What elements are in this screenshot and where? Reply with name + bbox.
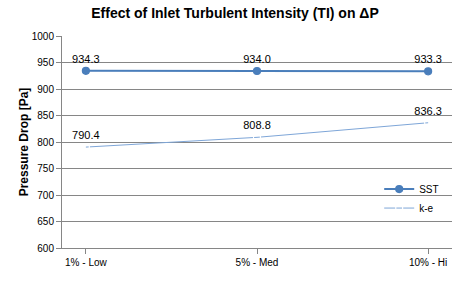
svg-text:5% - Med: 5% - Med xyxy=(236,257,279,268)
svg-text:SST: SST xyxy=(419,184,438,195)
svg-text:808.8: 808.8 xyxy=(243,119,271,131)
svg-text:850: 850 xyxy=(37,110,54,121)
svg-text:900: 900 xyxy=(37,84,54,95)
svg-text:750: 750 xyxy=(37,163,54,174)
svg-text:700: 700 xyxy=(37,190,54,201)
svg-text:800: 800 xyxy=(37,137,54,148)
svg-text:1000: 1000 xyxy=(32,31,55,42)
svg-text:933.3: 933.3 xyxy=(414,53,442,65)
svg-text:k-e: k-e xyxy=(419,203,433,214)
svg-text:1% - Low: 1% - Low xyxy=(65,257,107,268)
svg-text:950: 950 xyxy=(37,57,54,68)
svg-text:10% - Hi: 10% - Hi xyxy=(409,257,447,268)
svg-text:Effect of Inlet Turbulent Inte: Effect of Inlet Turbulent Intensity (TI)… xyxy=(91,5,378,21)
svg-text:934.3: 934.3 xyxy=(72,53,100,65)
svg-text:650: 650 xyxy=(37,216,54,227)
svg-text:934.0: 934.0 xyxy=(243,53,271,65)
svg-text:836.3: 836.3 xyxy=(414,105,442,117)
svg-text:790.4: 790.4 xyxy=(72,129,100,141)
svg-text:Pressure Drop [Pa]: Pressure Drop [Pa] xyxy=(17,88,31,197)
svg-text:600: 600 xyxy=(37,243,54,254)
